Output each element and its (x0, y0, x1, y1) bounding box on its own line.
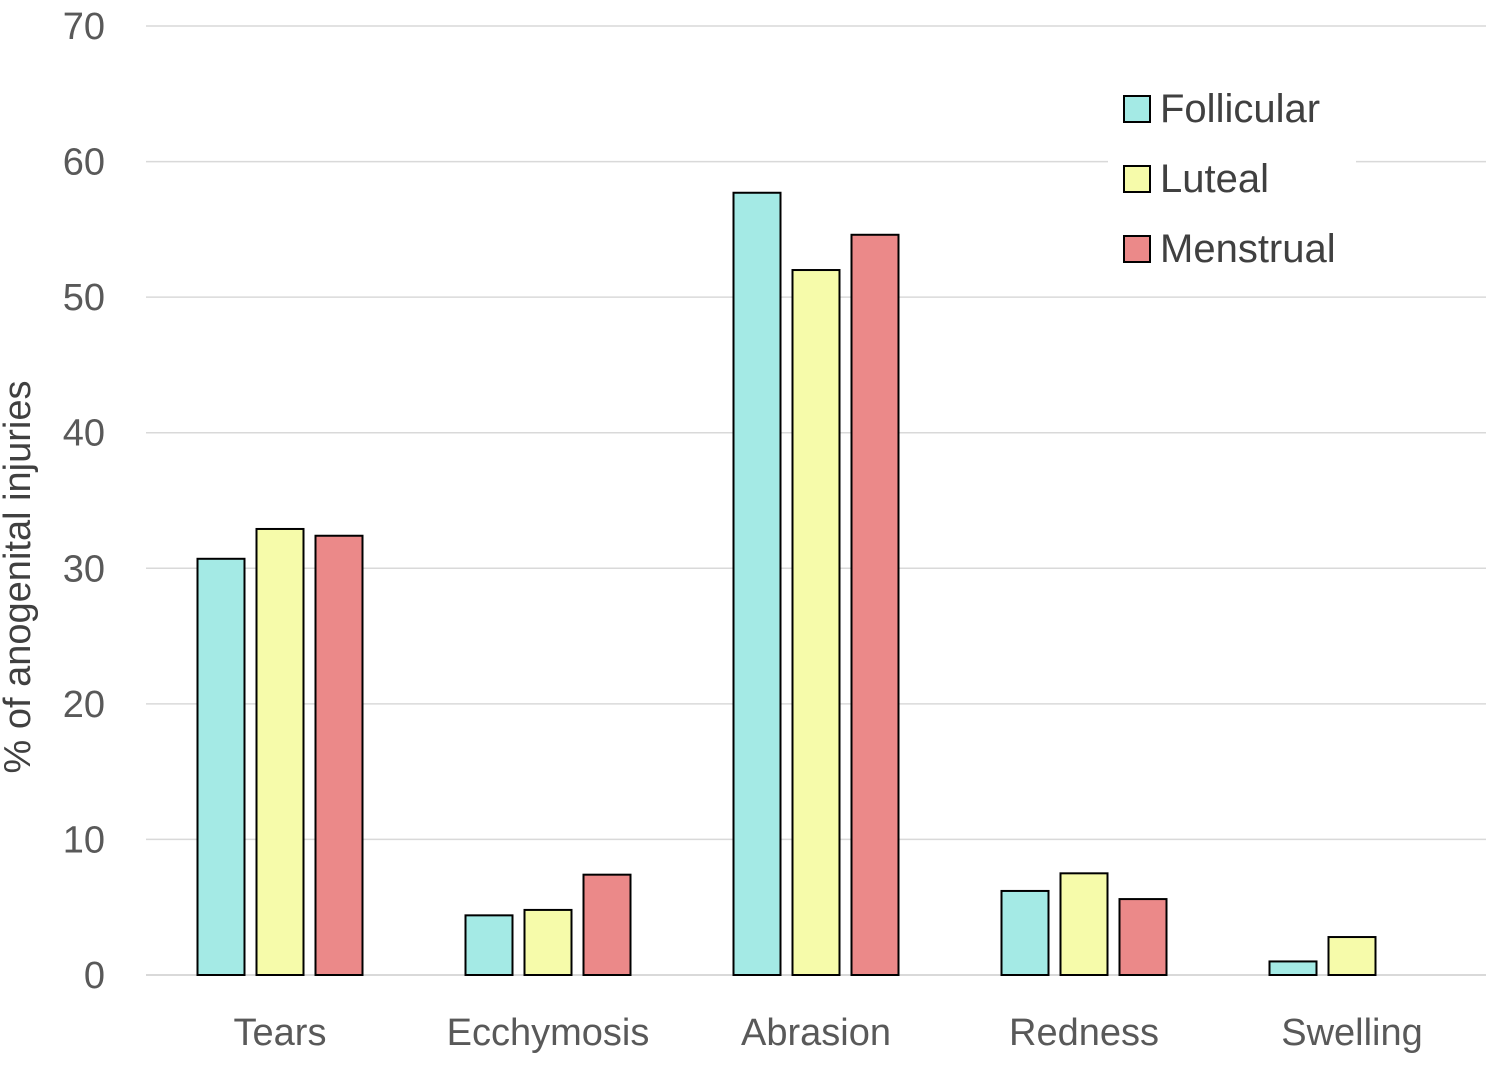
y-tick-label: 0 (84, 955, 105, 997)
y-axis-title: % of anogenital injuries (0, 381, 39, 774)
bar-luteal-redness (1059, 872, 1109, 976)
y-tick-label: 30 (63, 548, 105, 590)
bar-menstrual-ecchymosis (582, 873, 632, 976)
legend-label-follicular: Follicular (1160, 87, 1320, 131)
x-category-label: Redness (1009, 1012, 1159, 1054)
x-category-label: Swelling (1281, 1012, 1423, 1054)
bar-luteal-tears (255, 527, 305, 976)
bar-menstrual-tears (314, 534, 364, 977)
bar-luteal-swelling (1327, 936, 1377, 976)
bars (196, 191, 1377, 977)
bar-follicular-tears (196, 557, 246, 976)
y-tick-label: 40 (63, 413, 105, 455)
y-tick-label: 50 (63, 277, 105, 319)
y-tick-label: 70 (63, 6, 105, 48)
legend-label-luteal: Luteal (1160, 157, 1269, 201)
bar-luteal-abrasion (791, 269, 841, 976)
x-category-label: Tears (234, 1012, 327, 1054)
y-tick-label: 60 (63, 142, 105, 184)
legend-label-menstrual: Menstrual (1160, 227, 1336, 271)
legend-swatch-follicular (1123, 95, 1151, 123)
bar-follicular-swelling (1268, 960, 1318, 977)
y-axis-tick-labels: 0 10 20 30 40 50 60 70 (63, 6, 105, 997)
y-tick-label: 20 (63, 684, 105, 726)
bar-follicular-ecchymosis (464, 914, 514, 976)
bar-luteal-ecchymosis (523, 908, 573, 977)
bar-menstrual-abrasion (850, 233, 900, 976)
bar-follicular-abrasion (732, 191, 782, 976)
x-category-label: Abrasion (741, 1012, 891, 1054)
bar-menstrual-redness (1118, 898, 1168, 977)
y-tick-label: 10 (63, 819, 105, 861)
bar-follicular-redness (1000, 889, 1050, 977)
x-category-label: Ecchymosis (447, 1012, 650, 1054)
legend: Follicular Luteal Menstrual (1108, 78, 1356, 278)
legend-swatch-menstrual (1123, 235, 1151, 263)
legend-swatch-luteal (1123, 165, 1151, 193)
x-axis-category-labels: Tears Ecchymosis Abrasion Redness Swelling (234, 1012, 1423, 1054)
